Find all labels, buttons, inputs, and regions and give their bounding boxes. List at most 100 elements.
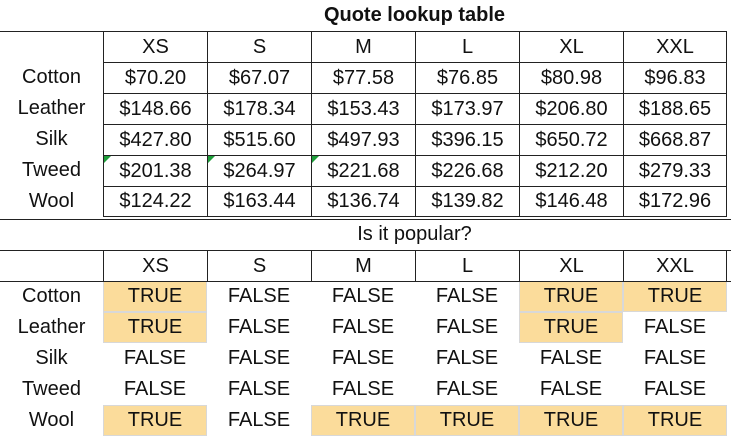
popular-cell[interactable]: TRUE (623, 281, 727, 312)
quote-cell[interactable]: $77.58 (311, 62, 415, 93)
popular-header-l[interactable]: L (415, 250, 519, 281)
quote-row-label[interactable]: Wool (28, 190, 75, 212)
popular-table-title[interactable]: Is it popular? (357, 223, 472, 245)
popular-row-label[interactable]: Silk (35, 347, 68, 369)
popular-cell[interactable]: FALSE (331, 316, 395, 338)
popular-cell[interactable]: FALSE (435, 378, 499, 400)
popular-cell[interactable]: FALSE (331, 378, 395, 400)
popular-header-xxl[interactable]: XXL (623, 250, 727, 281)
popular-cell[interactable]: FALSE (123, 347, 187, 369)
quote-cell[interactable]: $515.60 (207, 124, 311, 155)
popular-row-label[interactable]: Tweed (22, 378, 81, 400)
popular-cell[interactable]: TRUE (519, 281, 623, 312)
quote-cell[interactable]: $70.20 (103, 62, 207, 93)
popular-cell[interactable]: FALSE (123, 378, 187, 400)
popular-cell[interactable]: FALSE (227, 285, 291, 307)
quote-header-m[interactable]: M (311, 31, 415, 62)
popular-cell[interactable]: FALSE (227, 347, 291, 369)
popular-header-xl[interactable]: XL (519, 250, 623, 281)
quote-cell[interactable]: $96.83 (623, 62, 727, 93)
quote-cell[interactable]: $650.72 (519, 124, 623, 155)
popular-row-label[interactable]: Wool (28, 409, 75, 431)
quote-cell-value: $264.97 (223, 159, 296, 182)
quote-row-label[interactable]: Silk (35, 128, 68, 150)
quote-cell-value: $221.68 (327, 159, 400, 182)
popular-title-divider (0, 250, 731, 251)
popular-cell[interactable]: FALSE (539, 347, 603, 369)
popular-cell[interactable]: FALSE (643, 316, 707, 338)
quote-row-label[interactable]: Tweed (22, 159, 81, 181)
quote-cell[interactable]: $221.68 (311, 155, 415, 186)
quote-cell[interactable]: $396.15 (415, 124, 519, 155)
quote-header-s[interactable]: S (207, 31, 311, 62)
quote-cell[interactable]: $188.65 (623, 93, 727, 124)
quote-cell[interactable]: $139.82 (415, 186, 519, 217)
quote-cell[interactable]: $136.74 (311, 186, 415, 217)
quote-cell[interactable]: $264.97 (207, 155, 311, 186)
quote-cell[interactable]: $279.33 (623, 155, 727, 186)
quote-cell[interactable]: $201.38 (103, 155, 207, 186)
popular-cell[interactable]: FALSE (539, 378, 603, 400)
quote-cell[interactable]: $668.87 (623, 124, 727, 155)
popular-cell[interactable]: FALSE (227, 316, 291, 338)
comment-indicator-icon[interactable] (208, 156, 215, 163)
quote-header-xl[interactable]: XL (519, 31, 623, 62)
quote-cell[interactable]: $212.20 (519, 155, 623, 186)
popular-cell[interactable]: FALSE (435, 285, 499, 307)
quote-cell[interactable]: $178.34 (207, 93, 311, 124)
popular-cell[interactable]: FALSE (643, 378, 707, 400)
popular-cell[interactable]: TRUE (103, 312, 207, 343)
popular-cell[interactable]: TRUE (623, 405, 727, 436)
quote-cell[interactable]: $173.97 (415, 93, 519, 124)
popular-header-s[interactable]: S (207, 250, 311, 281)
quote-cell[interactable]: $146.48 (519, 186, 623, 217)
quote-table-title[interactable]: Quote lookup table (323, 4, 506, 26)
quote-cell[interactable]: $226.68 (415, 155, 519, 186)
quote-row-tweed: Tweed $201.38 $264.97 $221.68 $226.68 $2… (0, 155, 731, 186)
quote-header-l[interactable]: L (415, 31, 519, 62)
popular-header-corner[interactable] (0, 250, 103, 281)
popular-header-xs[interactable]: XS (103, 250, 207, 281)
quote-cell[interactable]: $427.80 (103, 124, 207, 155)
popular-cell[interactable]: FALSE (331, 285, 395, 307)
quote-row-wool: Wool $124.22 $163.44 $136.74 $139.82 $14… (0, 186, 731, 217)
popular-cell[interactable]: FALSE (227, 378, 291, 400)
popular-row-cotton: Cotton TRUE FALSE FALSE FALSE TRUE TRUE (0, 281, 731, 312)
comment-indicator-icon[interactable] (104, 156, 111, 163)
popular-row-label[interactable]: Leather (17, 316, 86, 338)
comment-indicator-icon[interactable] (312, 156, 319, 163)
popular-cell[interactable]: FALSE (227, 409, 291, 431)
quote-cell[interactable]: $80.98 (519, 62, 623, 93)
popular-cell[interactable]: FALSE (435, 347, 499, 369)
popular-cell[interactable]: FALSE (643, 347, 707, 369)
popular-cell[interactable]: TRUE (519, 405, 623, 436)
popular-cell[interactable]: TRUE (311, 405, 415, 436)
quote-header-corner[interactable] (0, 31, 103, 62)
popular-cell[interactable]: FALSE (331, 347, 395, 369)
quote-cell[interactable]: $124.22 (103, 186, 207, 217)
quote-cell[interactable]: $153.43 (311, 93, 415, 124)
popular-row-label[interactable]: Cotton (22, 285, 81, 307)
quote-cell[interactable]: $67.07 (207, 62, 311, 93)
quote-row-label[interactable]: Leather (17, 97, 86, 119)
popular-cell[interactable]: TRUE (103, 281, 207, 312)
quote-cell[interactable]: $148.66 (103, 93, 207, 124)
popular-cell[interactable]: TRUE (415, 405, 519, 436)
quote-header-row: XS S M L XL XXL (0, 31, 731, 62)
quote-cell[interactable]: $163.44 (207, 186, 311, 217)
quote-header-xs[interactable]: XS (103, 31, 207, 62)
quote-title-row: Quote lookup table (0, 0, 731, 31)
quote-row-label[interactable]: Cotton (22, 66, 81, 88)
quote-cell[interactable]: $76.85 (415, 62, 519, 93)
quote-header-xxl[interactable]: XXL (623, 31, 727, 62)
popular-header-row: XS S M L XL XXL (0, 250, 731, 281)
popular-cell[interactable]: TRUE (519, 312, 623, 343)
quote-cell[interactable]: $172.96 (623, 186, 727, 217)
quote-cell[interactable]: $206.80 (519, 93, 623, 124)
popular-cell[interactable]: FALSE (435, 316, 499, 338)
quote-title-divider (0, 31, 103, 32)
popular-header-m[interactable]: M (311, 250, 415, 281)
quote-cell[interactable]: $497.93 (311, 124, 415, 155)
popular-cell[interactable]: TRUE (103, 405, 207, 436)
